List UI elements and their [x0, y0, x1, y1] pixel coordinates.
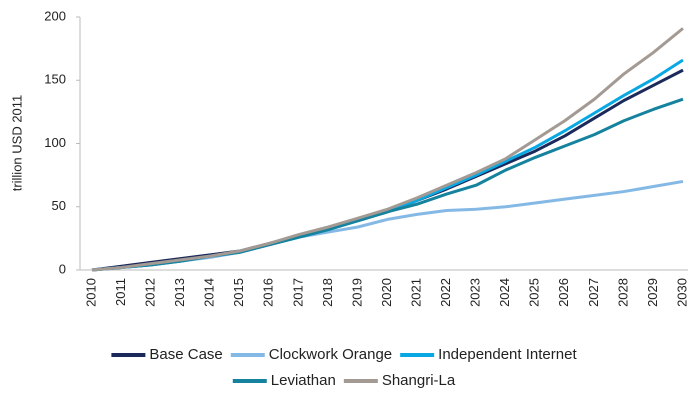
series-line	[91, 179, 684, 272]
series-line	[91, 97, 684, 272]
x-tick-label: 2023	[468, 278, 483, 307]
series-line	[91, 27, 684, 272]
x-tick-label: 2011	[113, 278, 128, 306]
x-tick-label: 2020	[379, 278, 394, 307]
x-tick-label: 2029	[645, 278, 660, 307]
x-tick-label: 2024	[497, 278, 512, 307]
x-tick-label: 2027	[586, 278, 601, 307]
x-tick-label: 2010	[83, 278, 98, 307]
legend-label: Shangri-La	[382, 372, 456, 389]
x-tick-label: 2016	[261, 278, 276, 307]
x-tick-label: 2015	[231, 278, 246, 307]
x-tick-label: 2013	[172, 278, 187, 307]
x-tick-label: 2025	[527, 278, 542, 307]
x-tick-label: 2028	[615, 278, 630, 307]
y-tick-label: 100	[44, 135, 66, 150]
y-tick-label: 0	[59, 261, 66, 276]
x-tick-label: 2022	[438, 278, 453, 307]
legend-label: Base Case	[149, 346, 222, 363]
legend-row: Leviathan Shangri-La	[232, 372, 456, 389]
y-tick-label: 200	[44, 8, 66, 23]
y-tick-label: 150	[44, 72, 66, 87]
legend-label: Independent Internet	[438, 346, 577, 363]
x-tick-label: 2014	[202, 278, 217, 307]
x-tick-label: 2019	[349, 278, 364, 307]
x-tick-label: 2021	[408, 278, 423, 307]
legend-row: Base Case Clockwork Orange Independent Int…	[111, 346, 577, 363]
legend-label: Clockwork Orange	[269, 346, 392, 363]
x-tick-label: 2018	[320, 278, 335, 307]
x-tick-label: 2012	[143, 278, 158, 307]
legend-label: Leviathan	[271, 372, 336, 389]
series-line	[91, 58, 684, 272]
x-tick-label: 2017	[290, 278, 305, 307]
y-axis-label: trillion USD 2011	[9, 95, 24, 192]
y-tick-label: 50	[52, 198, 66, 213]
x-tick-label: 2026	[556, 278, 571, 307]
x-tick-label: 2030	[674, 278, 688, 307]
